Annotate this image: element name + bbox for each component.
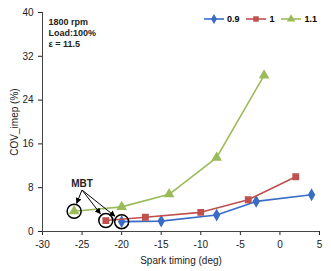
svg-text:-15: -15: [154, 239, 169, 250]
svg-text:32: 32: [22, 51, 34, 62]
svg-text:-25: -25: [75, 239, 90, 250]
svg-text:MBT: MBT: [71, 178, 93, 189]
html-text:1: 1: [269, 14, 275, 24]
svg-text:Spark timing (deg): Spark timing (deg): [140, 255, 222, 266]
svg-text:0: 0: [28, 226, 34, 237]
svg-text:8: 8: [28, 182, 34, 193]
svg-text:40: 40: [22, 7, 34, 18]
svg-text:-5: -5: [236, 239, 245, 250]
svg-text:-30: -30: [35, 239, 50, 250]
svg-text:-10: -10: [194, 239, 209, 250]
svg-text:5: 5: [317, 239, 323, 250]
svg-text:0: 0: [277, 239, 283, 250]
svg-text:1800 rpmLoad:100%ε = 11.5: 1800 rpmLoad:100%ε = 11.5: [49, 16, 97, 49]
svg-text:COV_imep (%): COV_imep (%): [9, 88, 20, 155]
svg-text:24: 24: [22, 94, 34, 105]
html-text:1.1: 1.1: [304, 14, 317, 24]
svg-text:-20: -20: [114, 239, 129, 250]
svg-text:16: 16: [22, 138, 34, 149]
html-text:0.9: 0.9: [227, 14, 240, 24]
